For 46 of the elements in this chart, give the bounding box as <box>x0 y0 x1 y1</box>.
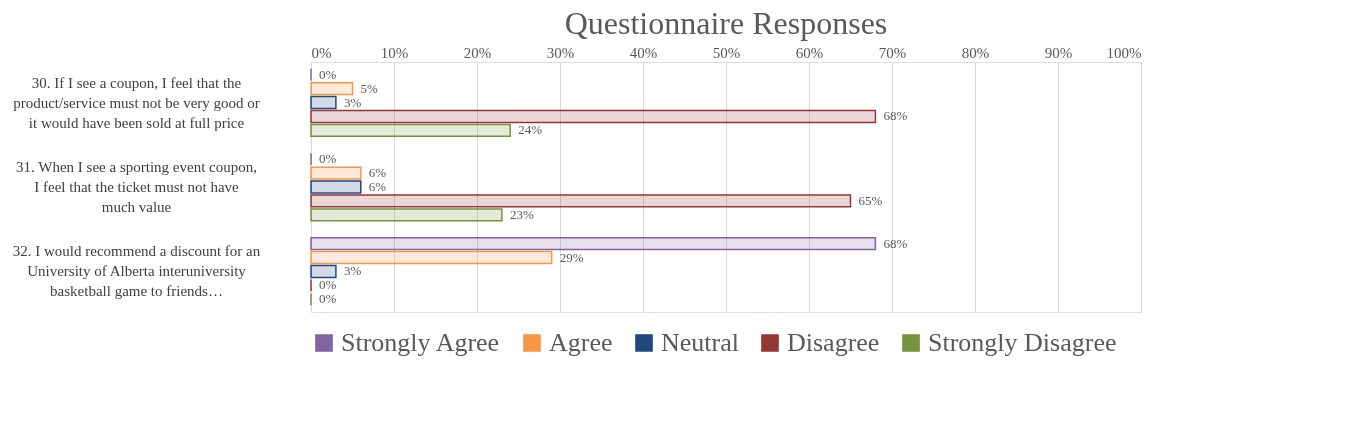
y-tick-label: 31. When I see a sporting event coupon, I feel that the ticket must not have much value <box>16 159 257 215</box>
data-label: 0% <box>319 291 337 307</box>
data-label: 68% <box>883 235 908 251</box>
legend-label: Disagree <box>787 328 880 357</box>
y-tick-label: 30. If I see a coupon, I feel that the product/service must not be very good or it would have been sold at full price <box>13 74 260 131</box>
data-label: 29% <box>559 249 584 265</box>
data-label: 6% <box>368 179 387 194</box>
bar <box>310 123 511 138</box>
data-label: 24% <box>518 122 543 138</box>
x-tick-label: 90% <box>1044 44 1073 61</box>
bar <box>310 180 362 194</box>
chart-title: Questionnaire Responses <box>564 5 888 41</box>
bar <box>310 109 877 124</box>
bar <box>310 264 337 279</box>
bar <box>310 95 337 110</box>
data-label: 65% <box>858 192 883 208</box>
x-tick-label: 10% <box>380 44 409 61</box>
legend-label: Strongly Disagree <box>928 328 1117 357</box>
legend-label: Agree <box>549 328 613 357</box>
data-label: 5% <box>360 80 378 96</box>
data-label: 6% <box>368 165 387 181</box>
bar <box>310 250 553 265</box>
data-label: 3% <box>343 263 362 279</box>
x-tick-label: 70% <box>878 44 907 61</box>
bar <box>310 208 503 222</box>
x-tick-label: 60% <box>795 44 824 61</box>
bar <box>310 194 852 208</box>
data-label: 0% <box>319 277 337 293</box>
data-label: 0% <box>319 66 337 82</box>
bar <box>310 236 877 251</box>
x-tick-label: 20% <box>463 44 492 61</box>
data-label: 3% <box>343 94 362 110</box>
legend-label: Strongly Agree <box>341 328 500 357</box>
bar <box>310 81 354 96</box>
x-tick-label: 30% <box>546 44 575 61</box>
bar <box>310 166 362 180</box>
data-label: 23% <box>509 206 534 222</box>
x-tick-label: 50% <box>712 44 741 61</box>
data-label: 0% <box>319 151 337 167</box>
data-label: 68% <box>883 108 908 124</box>
x-tick-label: 0% <box>311 44 332 61</box>
x-tick-label: 40% <box>629 44 658 61</box>
legend-label: Neutral <box>661 328 739 357</box>
x-tick-label: 80% <box>961 44 990 61</box>
y-tick-label: 32. I would recommend a discount for an University of Alberta interuniversity basketball game to friends… <box>12 243 261 300</box>
x-tick-label: 100% <box>1106 44 1142 61</box>
